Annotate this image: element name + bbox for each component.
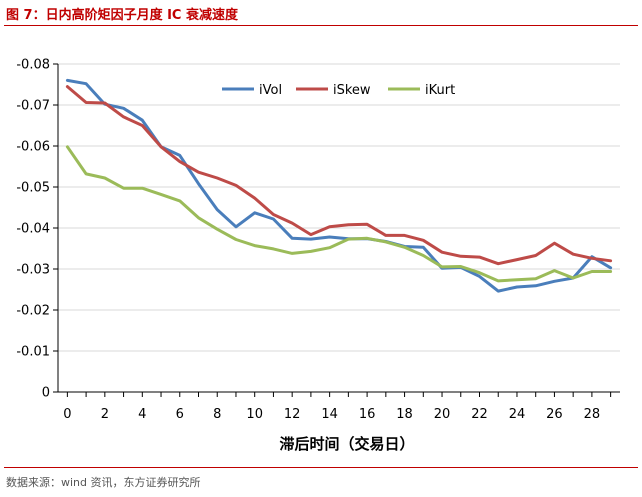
x-tick-label: 4: [138, 407, 146, 422]
x-tick-label: 18: [396, 407, 413, 422]
x-tick-label: 14: [321, 407, 338, 422]
y-tick-label: -0.01: [16, 345, 50, 360]
legend-label-ivol: iVol: [259, 83, 282, 98]
x-tick-label: 20: [434, 407, 451, 422]
title-divider: [4, 25, 638, 26]
x-tick-label: 26: [546, 407, 563, 422]
y-axis-ticks: 0 -0.01 -0.02 -0.03 -0.04 -0.05 -0.06 -0.07 -0.0…: [16, 58, 58, 401]
y-tick-label: -0.02: [16, 304, 50, 319]
y-tick-label: -0.06: [16, 140, 50, 155]
series-line-ikurt: [65, 145, 613, 283]
y-tick-label: -0.03: [16, 263, 50, 278]
legend-label-iskew: iSkew: [333, 83, 371, 98]
x-axis-label: 滞后时间（交易日）: [279, 435, 414, 453]
series-line-ivol: [65, 78, 613, 293]
x-tick-label: 16: [359, 407, 376, 422]
chart-gridlines: [58, 63, 620, 352]
x-tick-label: 22: [471, 407, 488, 422]
x-tick-label: 0: [63, 407, 71, 422]
y-tick-label: 0: [42, 386, 50, 401]
chart-legend: iVol iSkew iKurt: [222, 83, 455, 98]
source-divider: [4, 467, 638, 468]
x-tick-label: 10: [246, 407, 263, 422]
x-tick-label: 24: [509, 407, 526, 422]
y-tick-label: -0.05: [16, 181, 50, 196]
x-axis-ticks: 0 2 4 6 8 10 12 14 16 18 20 22 24 26 28: [63, 392, 612, 422]
x-tick-label: 6: [176, 407, 184, 422]
x-tick-label: 28: [584, 407, 601, 422]
y-tick-label: -0.07: [16, 99, 50, 114]
series-line-iskew: [65, 85, 613, 266]
x-tick-label: 12: [284, 407, 301, 422]
chart-series: [65, 78, 613, 293]
x-tick-label: 2: [101, 407, 109, 422]
y-tick-label: -0.04: [16, 222, 50, 237]
legend-label-ikurt: iKurt: [425, 83, 455, 98]
figure-source: 数据来源：wind 资讯，东方证券研究所: [6, 476, 201, 489]
y-tick-label: -0.08: [16, 58, 50, 73]
figure-title: 图 7：日内高阶矩因子月度 IC 衰减速度: [6, 8, 239, 23]
x-tick-label: 8: [213, 407, 221, 422]
